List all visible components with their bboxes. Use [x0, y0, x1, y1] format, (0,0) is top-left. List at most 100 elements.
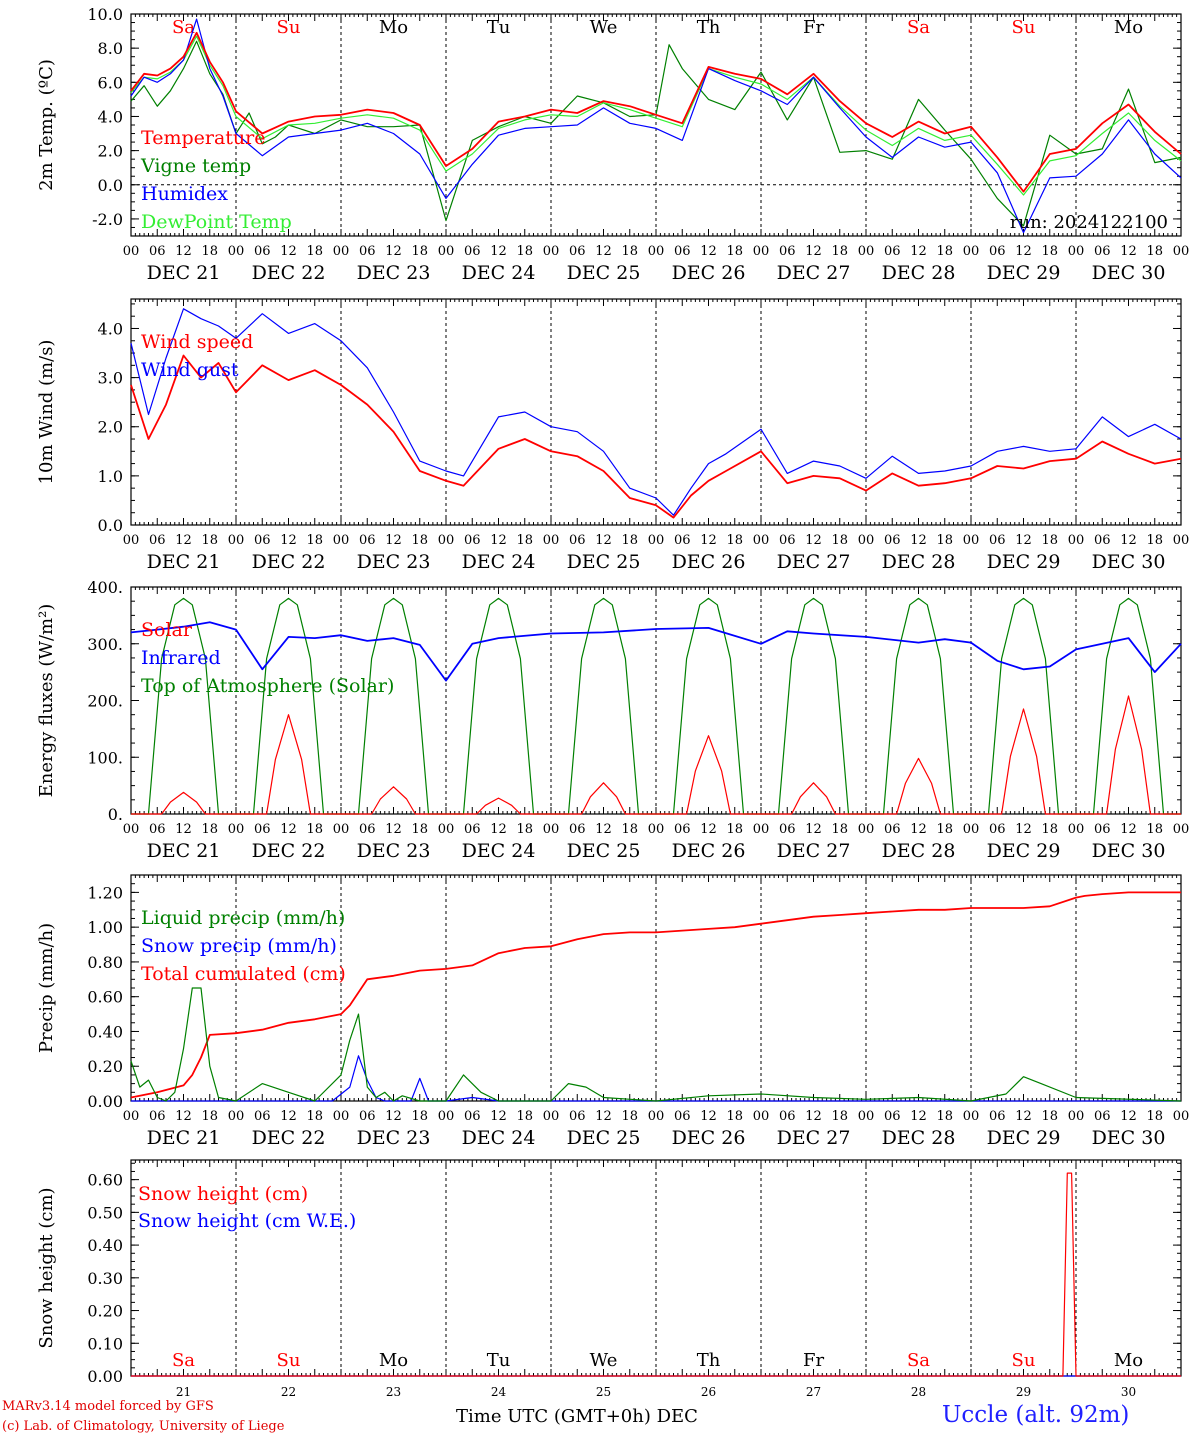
hour-label: 06	[149, 244, 166, 259]
date-label: DEC 21	[147, 551, 221, 573]
legend-entry: Solar	[141, 619, 193, 641]
date-label: DEC 22	[252, 262, 326, 284]
chart-panel-4: 1.20 1.00 0.80 0.60 0.40 0.20 0.00 Precip (mm/h…	[36, 874, 1189, 1149]
hour-label: 00	[1173, 822, 1190, 837]
hour-label: 18	[726, 533, 743, 548]
hour-label: 00	[648, 244, 665, 259]
hour-label: 18	[1041, 244, 1058, 259]
hour-label: 18	[1146, 822, 1163, 837]
hour-label: 18	[516, 822, 533, 837]
location-label: Uccle (alt. 92m)	[942, 1402, 1130, 1428]
hour-label: 00	[123, 822, 140, 837]
hour-label: 12	[490, 244, 507, 259]
day-number-label: 27	[806, 1385, 821, 1399]
hour-label: 06	[464, 244, 481, 259]
hour-label: 00	[1068, 1109, 1085, 1124]
y-tick-label: 10.0	[87, 5, 123, 24]
hour-label: 12	[175, 533, 192, 548]
date-label: DEC 26	[672, 262, 746, 284]
hour-label: 00	[123, 244, 140, 259]
hour-label: 06	[1094, 244, 1111, 259]
date-label: DEC 27	[777, 551, 851, 573]
hour-label: 12	[280, 533, 297, 548]
hour-label: 12	[280, 244, 297, 259]
hour-label: 18	[1041, 1109, 1058, 1124]
hour-label: 18	[831, 533, 848, 548]
date-label: DEC 24	[462, 262, 536, 284]
hour-label: 06	[149, 1109, 166, 1124]
hour-label: 18	[306, 822, 323, 837]
hour-label: 06	[989, 1109, 1006, 1124]
date-label: DEC 28	[882, 551, 956, 573]
date-label: DEC 25	[567, 840, 641, 862]
hour-label: 18	[411, 1109, 428, 1124]
hour-label: 00	[333, 1109, 350, 1124]
date-label: DEC 30	[1092, 551, 1166, 573]
hour-label: 00	[543, 533, 560, 548]
date-label: DEC 30	[1092, 1127, 1166, 1149]
date-label: DEC 27	[777, 1127, 851, 1149]
hour-label: 00	[753, 822, 770, 837]
chart-panel-1: 10.0 8.0 6.0 4.0 2.0 0.0 -2.0 2m Temp. (ºC) 00 06…	[36, 5, 1189, 284]
hour-label: 18	[621, 244, 638, 259]
hour-label: 06	[1094, 822, 1111, 837]
hour-label: 18	[411, 822, 428, 837]
hour-label: 00	[858, 244, 875, 259]
hour-label: 18	[831, 1109, 848, 1124]
hour-label: 18	[726, 244, 743, 259]
date-label: DEC 30	[1092, 262, 1166, 284]
hour-label: 06	[989, 822, 1006, 837]
date-label: DEC 21	[147, 262, 221, 284]
hour-label: 12	[1120, 533, 1137, 548]
hour-label: 00	[228, 822, 245, 837]
hour-label: 18	[831, 822, 848, 837]
hour-label: 18	[201, 533, 218, 548]
hour-label: 00	[228, 1109, 245, 1124]
hour-label: 12	[595, 244, 612, 259]
weekday-label: Su	[277, 1350, 301, 1371]
hour-label: 00	[543, 1109, 560, 1124]
hour-label: 06	[989, 244, 1006, 259]
hour-label: 06	[359, 533, 376, 548]
date-label: DEC 23	[357, 551, 431, 573]
legend-entry: Wind gust	[141, 359, 239, 381]
hour-label: 12	[385, 244, 402, 259]
y-tick-label: 1.0	[98, 467, 123, 486]
weekday-label: Su	[1012, 17, 1036, 38]
y-axis-title: 2m Temp. (ºC)	[36, 59, 57, 191]
hour-label: 12	[910, 1109, 927, 1124]
hour-label: 06	[884, 822, 901, 837]
y-tick-label: 0.60	[87, 1171, 123, 1190]
date-label: DEC 28	[882, 1127, 956, 1149]
hour-label: 12	[910, 822, 927, 837]
series-line-solar	[131, 695, 1181, 815]
weekday-label: Tu	[487, 17, 511, 38]
lab-credit: (c) Lab. of Climatology, University of L…	[2, 1419, 285, 1434]
hour-label: 00	[1068, 244, 1085, 259]
date-label: DEC 26	[672, 1127, 746, 1149]
hour-label: 00	[1173, 533, 1190, 548]
date-label: DEC 27	[777, 840, 851, 862]
hour-label: 06	[569, 533, 586, 548]
series-line-infrared	[130, 621, 1182, 682]
legend-entry: Total cumulated (cm)	[141, 963, 346, 985]
hour-label: 06	[569, 822, 586, 837]
date-label: DEC 22	[252, 1127, 326, 1149]
hour-label: 12	[805, 244, 822, 259]
weekday-label: Th	[697, 1350, 721, 1371]
hour-label: 00	[438, 244, 455, 259]
legend-entry: Liquid precip (mm/h)	[141, 907, 345, 929]
hour-label: 06	[1094, 533, 1111, 548]
y-tick-label: 100.	[87, 748, 123, 767]
hour-label: 06	[149, 533, 166, 548]
date-label: DEC 26	[672, 551, 746, 573]
legend-entry: Top of Atmosphere (Solar)	[141, 675, 394, 697]
hour-label: 00	[438, 533, 455, 548]
hour-label: 12	[805, 822, 822, 837]
legend-entry: Snow height (cm)	[138, 1183, 308, 1205]
hour-label: 00	[1173, 244, 1190, 259]
legend-entry: Vigne temp	[140, 155, 251, 177]
hour-label: 18	[411, 533, 428, 548]
series-line-dewpoint-temp	[130, 35, 1182, 196]
y-tick-label: 6.0	[98, 73, 123, 92]
